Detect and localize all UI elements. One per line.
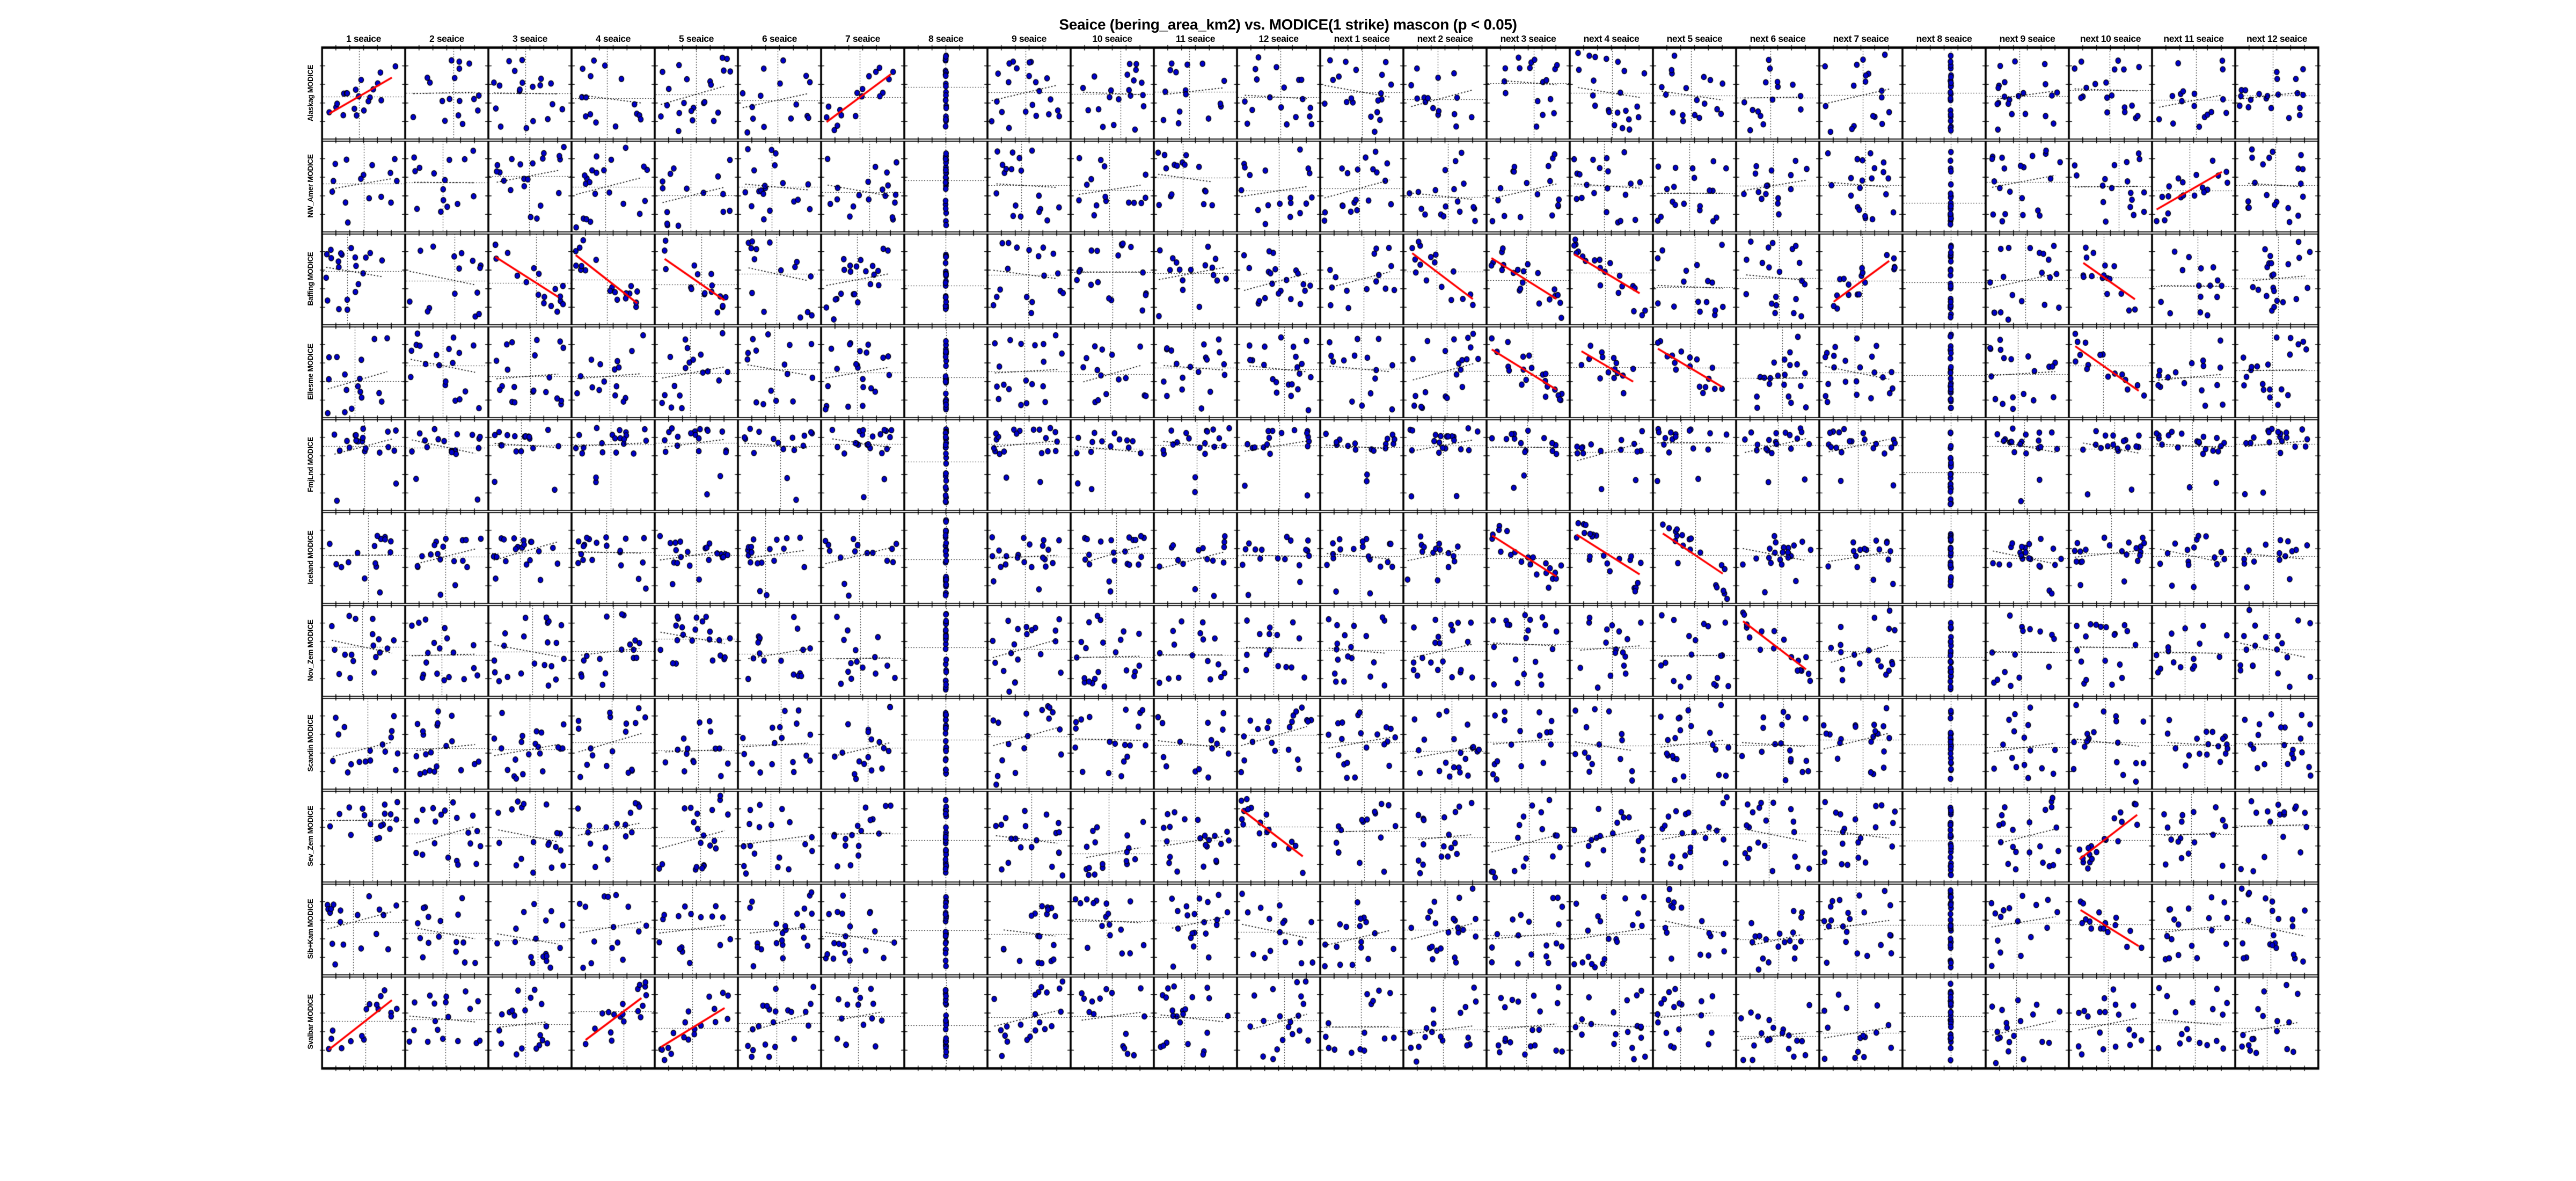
column-header: 12 seaice: [1258, 33, 1299, 44]
column-header: next 10 seaice: [2080, 33, 2141, 44]
row-label: FmjLnd MODICE: [306, 436, 314, 492]
chart-title: Seaice (bering_area_km2) vs. MODICE(1 st…: [1059, 16, 1517, 33]
column-header: next 1 seaice: [1334, 33, 1390, 44]
column-header: next 4 seaice: [1583, 33, 1640, 44]
row-label: Scandin MODICE: [306, 714, 314, 772]
column-header: 7 seaice: [845, 33, 880, 44]
column-header: next 3 seaice: [1500, 33, 1556, 44]
column-header: 1 seaice: [346, 33, 381, 44]
row-label: Sib+Kam MODICE: [306, 899, 314, 959]
column-header: 11 seaice: [1175, 33, 1216, 44]
row-label: Iceland MODICE: [306, 530, 314, 585]
column-header: next 8 seaice: [1916, 33, 1972, 44]
row-label: Baffing MODICE: [306, 251, 314, 306]
column-header: next 11 seaice: [2163, 33, 2224, 44]
column-header: 9 seaice: [1012, 33, 1046, 44]
column-header: 3 seaice: [513, 33, 547, 44]
column-header: next 9 seaice: [1999, 33, 2055, 44]
row-label: Svalbar MODICE: [306, 994, 314, 1049]
column-header: 4 seaice: [596, 33, 631, 44]
column-header: 8 seaice: [928, 33, 963, 44]
row-label: Alaskag MODICE: [306, 64, 314, 121]
row-label: Nov_Zem MODICE: [306, 619, 314, 681]
column-header: next 6 seaice: [1750, 33, 1806, 44]
column-header: next 7 seaice: [1833, 33, 1889, 44]
column-header: 5 seaice: [679, 33, 714, 44]
row-label: Sev_Zem MODICE: [306, 805, 314, 866]
column-header: next 12 seaice: [2246, 33, 2308, 44]
row-label: NW_Amer MODICE: [306, 154, 314, 218]
column-header: next 5 seaice: [1666, 33, 1723, 44]
column-header: next 2 seaice: [1417, 33, 1473, 44]
column-header: 6 seaice: [762, 33, 797, 44]
row-label: Ellesme MODICE: [306, 343, 314, 400]
column-header: 2 seaice: [429, 33, 464, 44]
column-header: 10 seaice: [1092, 33, 1132, 44]
